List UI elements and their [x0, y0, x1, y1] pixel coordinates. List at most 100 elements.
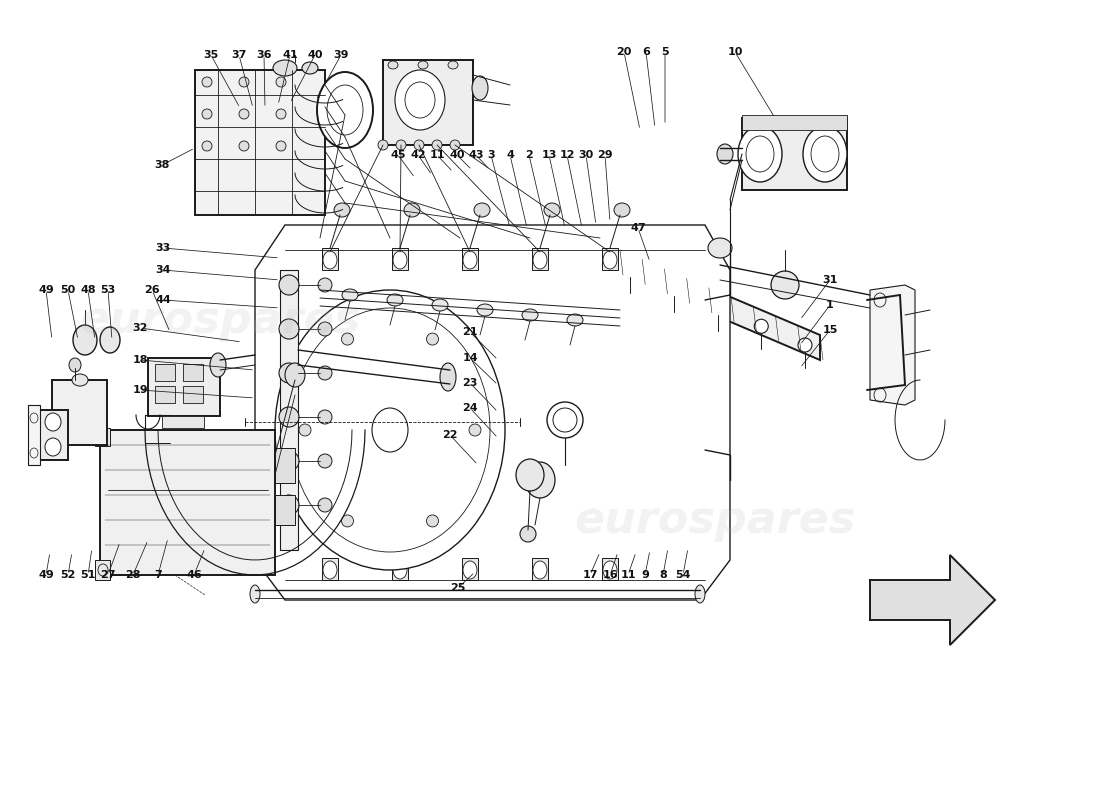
Text: 42: 42 — [410, 150, 426, 160]
Ellipse shape — [393, 251, 407, 269]
Text: 31: 31 — [823, 275, 838, 285]
Text: 44: 44 — [155, 295, 170, 305]
Text: 54: 54 — [675, 570, 691, 580]
Ellipse shape — [210, 353, 225, 377]
Text: 34: 34 — [155, 265, 170, 275]
Text: 35: 35 — [204, 50, 219, 60]
Text: 19: 19 — [132, 385, 147, 395]
Bar — [162, 416, 204, 428]
Bar — [742, 115, 847, 130]
Text: 18: 18 — [132, 355, 147, 365]
Ellipse shape — [239, 141, 249, 151]
Text: 30: 30 — [579, 150, 594, 160]
Ellipse shape — [202, 141, 212, 151]
Ellipse shape — [202, 77, 212, 87]
Ellipse shape — [395, 70, 446, 130]
Text: 41: 41 — [283, 50, 298, 60]
Text: 11: 11 — [620, 570, 636, 580]
Ellipse shape — [342, 289, 358, 301]
Ellipse shape — [803, 126, 847, 182]
Bar — [39, 410, 68, 460]
Ellipse shape — [388, 61, 398, 69]
Ellipse shape — [250, 585, 260, 603]
Ellipse shape — [45, 413, 60, 431]
Ellipse shape — [811, 136, 839, 172]
Ellipse shape — [285, 363, 305, 387]
Text: 7: 7 — [154, 570, 162, 580]
Text: 36: 36 — [256, 50, 272, 60]
Bar — [392, 248, 408, 270]
Text: eurospares: eurospares — [574, 498, 856, 542]
Bar — [462, 558, 478, 580]
Bar — [155, 386, 175, 403]
Ellipse shape — [318, 366, 332, 380]
Bar — [322, 248, 338, 270]
Polygon shape — [870, 555, 996, 645]
Text: 26: 26 — [144, 285, 159, 295]
Ellipse shape — [202, 109, 212, 119]
Text: 10: 10 — [727, 47, 742, 57]
Ellipse shape — [323, 251, 337, 269]
Ellipse shape — [276, 141, 286, 151]
Text: 6: 6 — [642, 47, 650, 57]
Text: 49: 49 — [39, 285, 54, 295]
Ellipse shape — [279, 451, 299, 471]
Ellipse shape — [432, 140, 442, 150]
Ellipse shape — [463, 561, 477, 579]
Ellipse shape — [275, 290, 505, 570]
Text: 46: 46 — [186, 570, 202, 580]
Text: 3: 3 — [487, 150, 495, 160]
Ellipse shape — [239, 77, 249, 87]
Text: 12: 12 — [559, 150, 574, 160]
Text: 20: 20 — [616, 47, 631, 57]
Ellipse shape — [463, 251, 477, 269]
Ellipse shape — [708, 238, 732, 258]
Ellipse shape — [72, 374, 88, 386]
Ellipse shape — [239, 109, 249, 119]
Polygon shape — [255, 225, 730, 600]
Text: 40: 40 — [307, 50, 322, 60]
Text: 14: 14 — [462, 353, 477, 363]
Ellipse shape — [522, 309, 538, 321]
Text: 52: 52 — [60, 570, 76, 580]
Bar — [275, 495, 295, 525]
Ellipse shape — [771, 271, 799, 299]
Ellipse shape — [427, 515, 439, 527]
Ellipse shape — [525, 462, 556, 498]
Ellipse shape — [717, 144, 733, 164]
Ellipse shape — [472, 76, 488, 100]
Text: 16: 16 — [602, 570, 618, 580]
Bar — [183, 386, 204, 403]
Text: 13: 13 — [541, 150, 557, 160]
Text: 29: 29 — [597, 150, 613, 160]
Text: 43: 43 — [469, 150, 484, 160]
Text: 17: 17 — [582, 570, 597, 580]
Ellipse shape — [414, 140, 424, 150]
Ellipse shape — [534, 561, 547, 579]
Text: 51: 51 — [80, 570, 96, 580]
Text: 9: 9 — [641, 570, 649, 580]
Ellipse shape — [516, 459, 544, 491]
Bar — [532, 248, 548, 270]
Ellipse shape — [276, 109, 286, 119]
Ellipse shape — [474, 203, 490, 217]
Bar — [383, 60, 473, 145]
Ellipse shape — [886, 343, 905, 367]
Ellipse shape — [603, 561, 617, 579]
Text: 11: 11 — [429, 150, 444, 160]
Ellipse shape — [73, 325, 97, 355]
Ellipse shape — [279, 495, 299, 515]
Ellipse shape — [318, 278, 332, 292]
Ellipse shape — [318, 322, 332, 336]
Ellipse shape — [302, 62, 318, 74]
Ellipse shape — [603, 251, 617, 269]
Ellipse shape — [279, 407, 299, 427]
Ellipse shape — [477, 304, 493, 316]
Ellipse shape — [69, 358, 81, 372]
Bar — [602, 558, 618, 580]
Ellipse shape — [746, 136, 774, 172]
Ellipse shape — [341, 333, 353, 345]
Text: 23: 23 — [462, 378, 477, 388]
Text: 32: 32 — [132, 323, 147, 333]
Text: eurospares: eurospares — [79, 298, 361, 342]
